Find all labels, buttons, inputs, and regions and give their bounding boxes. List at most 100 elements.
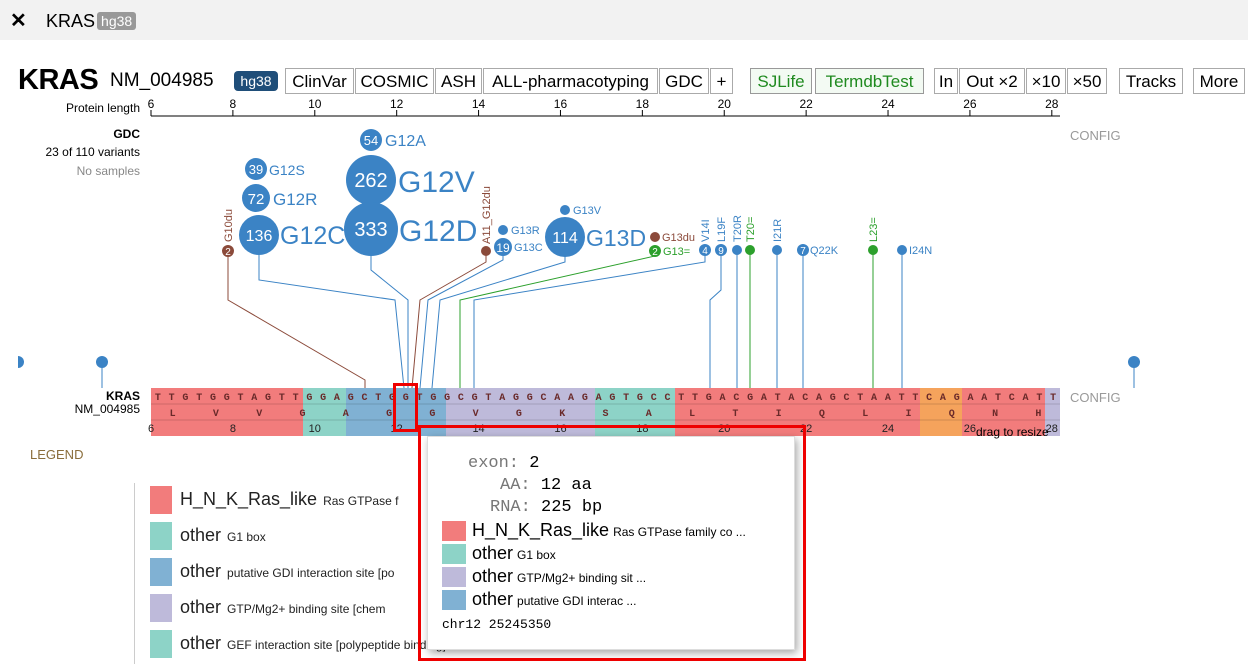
label-g13v: G13V [573, 205, 602, 217]
dataset-button-sjlife[interactable]: SJLife [750, 68, 812, 94]
sequence-position-label: 6 [148, 423, 154, 435]
zoom-out-10-button[interactable]: ×10 [1026, 68, 1066, 94]
lollipop-t20r[interactable] [732, 245, 742, 255]
lollipop-g13du[interactable] [650, 232, 660, 242]
variant-dot-left[interactable] [96, 356, 108, 368]
lollipop-t20eq[interactable] [745, 245, 755, 255]
isoform-label[interactable]: NM_004985 [110, 70, 214, 91]
legend-item-name: other GTP/Mg2+ binding site [chem [180, 597, 385, 618]
nucleotide: G [472, 393, 478, 404]
nucleotide: G [320, 393, 326, 404]
gdc-config-button[interactable]: CONFIG [1070, 128, 1121, 143]
lollipop-q22k[interactable] [797, 244, 809, 256]
nucleotide: T [1050, 393, 1056, 404]
lollipop-g12a[interactable] [360, 129, 382, 151]
tab-title[interactable]: KRAS hg38 [46, 11, 137, 32]
track-button-cosmic[interactable]: COSMIC [355, 68, 434, 94]
track-button-all-pharmacotyping[interactable]: ALL-pharmacotyping [483, 68, 658, 94]
sequence-config-button[interactable]: CONFIG [1070, 390, 1121, 405]
lollipop-g13d[interactable] [545, 217, 585, 257]
domain-orange[interactable] [920, 388, 962, 436]
tracks-button[interactable]: Tracks [1119, 68, 1183, 94]
stem-g13c [419, 248, 504, 389]
track-button-clinvar[interactable]: ClinVar [285, 68, 354, 94]
genome-button[interactable]: hg38 [234, 71, 278, 91]
tooltip-rna-key: RNA: [490, 498, 531, 517]
sequence-position-label: 26 [964, 423, 976, 435]
variant-dot-right[interactable] [1128, 356, 1140, 368]
domain-end[interactable] [1045, 388, 1060, 436]
legend-divider [134, 483, 135, 664]
lollipop-g12c[interactable] [239, 215, 279, 255]
domain-gef-site[interactable] [595, 388, 675, 436]
lollipop-g12r[interactable] [242, 184, 270, 212]
stem-g13eq [459, 250, 656, 388]
amino-acid: V [473, 409, 479, 420]
gdc-track-title: GDC [113, 127, 140, 141]
lollipop-g12s[interactable] [245, 158, 267, 180]
nucleotide: A [251, 393, 257, 404]
amino-acid: L [862, 409, 868, 420]
lollipop-g12v[interactable] [346, 155, 396, 205]
domain-g1-box[interactable] [303, 388, 346, 436]
nucleotide: C [458, 393, 464, 404]
variant-dot-offscreen[interactable] [18, 356, 24, 368]
ruler-tick-label: 22 [799, 97, 813, 111]
lollipop-g13eq[interactable] [649, 245, 661, 257]
lollipop-g13r[interactable] [498, 225, 508, 235]
tooltip-domain-desc: putative GDI interac ... [517, 594, 637, 608]
domain-gdi-site[interactable] [346, 388, 446, 436]
zoom-in-button[interactable]: In [934, 68, 958, 94]
highlight-residue-box [393, 383, 418, 432]
nucleotide: G [389, 393, 395, 404]
gdc-variant-count[interactable]: 23 of 110 variants [45, 145, 140, 159]
track-button-gdc[interactable]: GDC [659, 68, 709, 94]
lollipop-i24n[interactable] [897, 245, 907, 255]
legend-item-label: other [180, 561, 222, 581]
label-g12v: G12V [398, 166, 475, 199]
domain-ras-like-b[interactable] [675, 388, 920, 436]
drag-resize-hint[interactable]: drag to resize [976, 425, 1049, 439]
lollipop-g10du[interactable] [222, 245, 234, 257]
lollipop-g13c[interactable] [494, 238, 512, 256]
count-l19f: 9 [718, 246, 724, 257]
add-track-button[interactable]: + [710, 68, 733, 94]
amino-acid: G [516, 409, 522, 420]
nucleotide: T [775, 393, 781, 404]
amino-acid: L [689, 409, 695, 420]
lollipop-l19f[interactable] [715, 244, 727, 256]
zoom-out-50-button[interactable]: ×50 [1067, 68, 1107, 94]
gene-title: KRAS [18, 64, 99, 96]
nucleotide: G [706, 393, 712, 404]
track-button-ash[interactable]: ASH [435, 68, 482, 94]
lollipop-g12d[interactable] [344, 202, 398, 256]
close-icon[interactable]: ✕ [10, 10, 27, 32]
amino-acid: T [732, 409, 738, 420]
lollipop-l23eq[interactable] [868, 245, 878, 255]
lollipop-a11-g12du[interactable] [481, 246, 491, 256]
more-button[interactable]: More [1193, 68, 1245, 94]
ruler-tick-label: 12 [390, 97, 404, 111]
amino-acid: H [1035, 409, 1041, 420]
label-g12s: G12S [269, 162, 305, 178]
legend-item-desc: G1 box [227, 530, 266, 544]
tooltip-rna-value: 225 bp [541, 498, 603, 517]
tooltip-domain-name: other putative GDI interac ... [472, 589, 636, 610]
stem-g12d [370, 255, 409, 388]
tooltip-domain-swatch [442, 567, 466, 587]
zoom-out-2-button[interactable]: Out ×2 [959, 68, 1025, 94]
ruler-tick-label: 6 [148, 97, 155, 111]
label-g12a: G12A [385, 133, 426, 150]
lollipop-g13v[interactable] [560, 205, 570, 215]
count-g12d: 333 [354, 219, 387, 241]
legend-title[interactable]: LEGEND [30, 447, 84, 462]
domain-gtp-binding[interactable] [446, 388, 595, 436]
highlight-tooltip-box [418, 425, 806, 661]
legend-item-desc: GTP/Mg2+ binding site [chem [227, 602, 386, 616]
dataset-button-termdbtest[interactable]: TermdbTest [815, 68, 924, 94]
domain-ras-like-c[interactable] [962, 388, 1045, 436]
domain-ras-like-a[interactable] [151, 388, 303, 436]
lollipop-i21r[interactable] [772, 245, 782, 255]
lollipop-v14i[interactable] [699, 244, 711, 256]
